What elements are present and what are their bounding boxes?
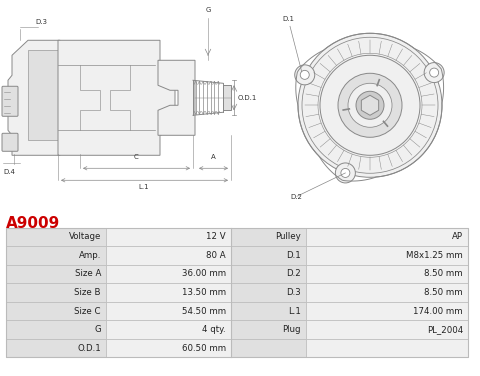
Bar	[6, 227, 468, 358]
Circle shape	[300, 70, 309, 79]
Bar	[231, 265, 306, 283]
Bar	[106, 302, 231, 320]
Text: Pulley: Pulley	[275, 232, 301, 241]
Circle shape	[295, 65, 315, 85]
Bar	[6, 283, 106, 302]
Text: L.1: L.1	[288, 306, 301, 315]
Bar	[6, 339, 106, 358]
Bar	[106, 265, 231, 283]
Bar	[231, 283, 306, 302]
Circle shape	[348, 83, 392, 127]
Text: 4 qty.: 4 qty.	[203, 325, 226, 334]
Text: M8x1.25 mm: M8x1.25 mm	[406, 251, 463, 260]
Text: D.2: D.2	[286, 270, 301, 279]
Text: C: C	[133, 154, 138, 160]
Polygon shape	[58, 40, 175, 155]
Circle shape	[338, 73, 402, 137]
Circle shape	[318, 53, 422, 157]
Circle shape	[356, 91, 384, 119]
Text: PL_2004: PL_2004	[427, 325, 463, 334]
Polygon shape	[361, 95, 379, 115]
Bar	[6, 265, 106, 283]
Text: Amp.: Amp.	[79, 251, 101, 260]
Text: D.2: D.2	[290, 194, 302, 200]
Bar	[106, 339, 231, 358]
Bar	[106, 227, 231, 246]
Text: AP: AP	[452, 232, 463, 241]
Bar	[231, 320, 306, 339]
Text: D.1: D.1	[286, 251, 301, 260]
Bar	[223, 85, 231, 110]
Bar	[231, 302, 306, 320]
Text: L.1: L.1	[139, 184, 149, 190]
Circle shape	[424, 62, 444, 83]
Bar	[231, 339, 306, 358]
Polygon shape	[158, 60, 195, 135]
Circle shape	[298, 33, 442, 177]
Text: Voltage: Voltage	[69, 232, 101, 241]
Text: Plug: Plug	[283, 325, 301, 334]
Text: O.D.1: O.D.1	[77, 344, 101, 353]
Circle shape	[336, 163, 355, 183]
Text: 12 V: 12 V	[206, 232, 226, 241]
Text: D.1: D.1	[282, 16, 294, 22]
Bar	[106, 246, 231, 265]
Circle shape	[341, 168, 350, 177]
Circle shape	[430, 68, 439, 77]
Bar	[306, 265, 468, 283]
Bar	[306, 302, 468, 320]
Text: 80 A: 80 A	[206, 251, 226, 260]
Text: Size A: Size A	[74, 270, 101, 279]
Text: A9009: A9009	[6, 215, 60, 230]
Text: 13.50 mm: 13.50 mm	[182, 288, 226, 297]
Text: 54.50 mm: 54.50 mm	[182, 306, 226, 315]
Text: 8.50 mm: 8.50 mm	[424, 270, 463, 279]
Bar	[231, 227, 306, 246]
Text: Size C: Size C	[74, 306, 101, 315]
Bar	[306, 320, 468, 339]
Text: D.3: D.3	[286, 288, 301, 297]
Bar	[306, 246, 468, 265]
Bar	[306, 227, 468, 246]
Text: 8.50 mm: 8.50 mm	[424, 288, 463, 297]
Text: D.3: D.3	[35, 19, 47, 25]
Text: D.4: D.4	[3, 169, 15, 175]
Text: 174.00 mm: 174.00 mm	[413, 306, 463, 315]
Bar	[6, 246, 106, 265]
FancyBboxPatch shape	[2, 86, 18, 116]
Bar	[106, 283, 231, 302]
Bar	[306, 283, 468, 302]
Text: G: G	[94, 325, 101, 334]
Text: G: G	[205, 7, 211, 13]
Text: Size B: Size B	[74, 288, 101, 297]
Text: O.D.1: O.D.1	[238, 95, 257, 101]
Bar	[106, 320, 231, 339]
Text: 60.50 mm: 60.50 mm	[182, 344, 226, 353]
Text: 36.00 mm: 36.00 mm	[182, 270, 226, 279]
Bar	[231, 246, 306, 265]
Bar	[28, 50, 58, 140]
Bar	[6, 320, 106, 339]
Bar	[6, 302, 106, 320]
FancyBboxPatch shape	[2, 133, 18, 151]
Bar	[306, 339, 468, 358]
Circle shape	[320, 55, 420, 155]
Bar	[6, 227, 106, 246]
Text: A: A	[211, 154, 216, 160]
Polygon shape	[8, 40, 60, 155]
